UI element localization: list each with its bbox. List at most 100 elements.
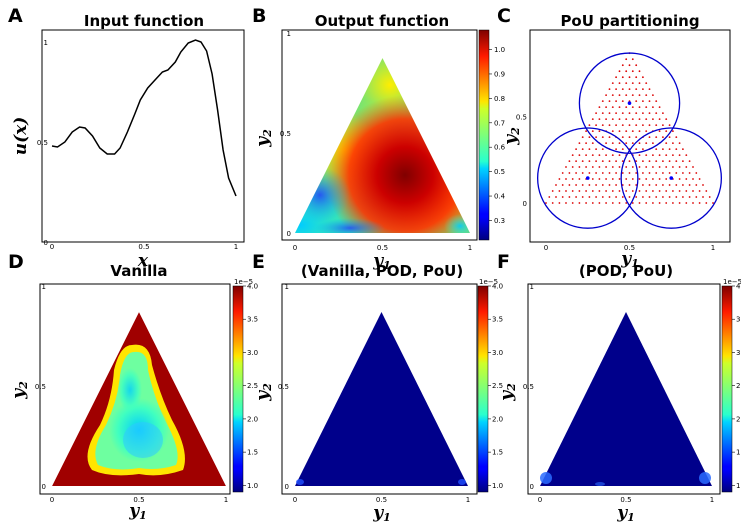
vanilla-error-field: [52, 312, 226, 486]
sample-point: [598, 190, 601, 192]
sample-point: [648, 184, 651, 186]
sample-point: [548, 196, 551, 198]
sample-point: [595, 124, 597, 126]
sample-point: [625, 70, 628, 73]
sample-point: [588, 124, 591, 126]
sample-point: [611, 106, 614, 108]
corner-error-spot: [699, 472, 711, 484]
sample-point: [635, 160, 638, 163]
colorbar-tick-label: 1.: [736, 449, 741, 457]
sample-point: [668, 184, 671, 186]
ylabel-a: u(x): [11, 117, 31, 156]
sample-point: [675, 184, 678, 186]
sample-point: [685, 154, 688, 157]
sample-point: [621, 148, 624, 151]
sample-point: [591, 118, 594, 120]
sample-point: [595, 148, 597, 151]
sample-point: [705, 202, 708, 204]
sample-point: [638, 106, 641, 108]
colorbar-e: [477, 285, 489, 493]
sample-point: [598, 154, 601, 157]
sample-point: [591, 178, 594, 180]
sample-point: [638, 130, 641, 133]
sample-point: [628, 196, 631, 198]
input-function-curve: [51, 39, 237, 197]
sample-point: [678, 142, 681, 145]
sample-point: [608, 160, 611, 163]
sample-point: [601, 160, 604, 163]
sample-point: [625, 190, 628, 192]
sample-point: [565, 166, 567, 168]
panel-title-c: PoU partitioning: [560, 12, 699, 30]
colorbar-ticks-e: 1.0 1.5 2.0 2.5 3.0 3.5 4.01e−5: [479, 278, 503, 490]
y-tick-label: 0: [287, 230, 291, 238]
xlabel-c: y1: [620, 249, 639, 270]
sample-point: [642, 100, 644, 102]
sample-point: [675, 160, 678, 163]
x-tick-label: 1: [711, 244, 715, 252]
x-tick-label: 0.5: [376, 496, 387, 504]
sample-point: [625, 166, 628, 168]
sample-point: [665, 166, 668, 168]
sample-point: [648, 112, 651, 114]
x-tick-label: 1: [224, 496, 228, 504]
sample-point: [631, 130, 634, 133]
sample-point: [621, 88, 624, 90]
sample-point: [551, 190, 554, 192]
sample-point: [605, 106, 607, 108]
sample-point: [608, 100, 611, 102]
sample-point: [698, 202, 701, 204]
pou-patch-circle: [620, 127, 723, 229]
sample-point: [682, 172, 684, 174]
sample-point: [682, 196, 684, 198]
sample-point: [665, 190, 668, 192]
sample-point: [678, 178, 681, 180]
sample-point: [678, 202, 681, 204]
sample-point: [601, 124, 604, 126]
sample-point: [675, 196, 678, 198]
ticks-a: 0 0.5 1 0 0.5 1: [37, 39, 238, 251]
pou-sample-points: [545, 52, 714, 204]
sample-point: [615, 88, 617, 90]
panel-label-b: B: [252, 5, 266, 27]
sample-point: [642, 184, 644, 186]
sample-point: [575, 160, 577, 163]
sample-point: [615, 112, 617, 114]
sample-point: [638, 166, 641, 168]
corner-error-spot: [458, 479, 466, 485]
sample-point: [598, 118, 601, 120]
sample-point: [628, 112, 631, 114]
sample-point: [581, 160, 584, 163]
colorbar-ticks-b: 0.3 0.4 0.5 0.6 0.7 0.8 0.9 1.0: [489, 46, 506, 225]
sample-point: [605, 166, 607, 168]
sample-point: [645, 178, 648, 180]
x-tick-label: 0.5: [620, 496, 631, 504]
y-tick-label: 0.5: [516, 114, 527, 122]
sample-point: [652, 178, 654, 180]
axes-frame-a: [41, 29, 245, 243]
sample-point: [581, 136, 584, 139]
sample-point: [621, 136, 624, 139]
sample-point: [558, 190, 561, 192]
ticks-e: 0 0.5 1 0 0.5 1: [278, 283, 470, 504]
sample-point: [561, 184, 564, 186]
colorbar-tick-label: 1.0: [494, 46, 505, 54]
sample-point: [631, 82, 634, 84]
colorbar-tick-label: 1.5: [492, 449, 503, 457]
pou-patch-circle: [537, 127, 639, 229]
sample-point: [628, 88, 631, 90]
sample-point: [578, 190, 581, 192]
sample-point: [682, 148, 684, 151]
x-tick-label: 0.5: [133, 496, 144, 504]
sample-point: [658, 118, 661, 120]
sample-point: [642, 124, 644, 126]
sample-point: [605, 154, 607, 157]
colorbar-tick-label: 0.5: [494, 168, 505, 176]
sample-point: [575, 148, 577, 151]
sample-point: [595, 112, 597, 114]
panel-a: A Input function 0 0.5 1 0 0.5 1 x u(x): [8, 5, 245, 271]
colorbar-tick-label: 2.5: [247, 382, 258, 390]
sample-point: [631, 142, 634, 145]
sample-point: [685, 166, 688, 168]
sample-point: [565, 190, 567, 192]
